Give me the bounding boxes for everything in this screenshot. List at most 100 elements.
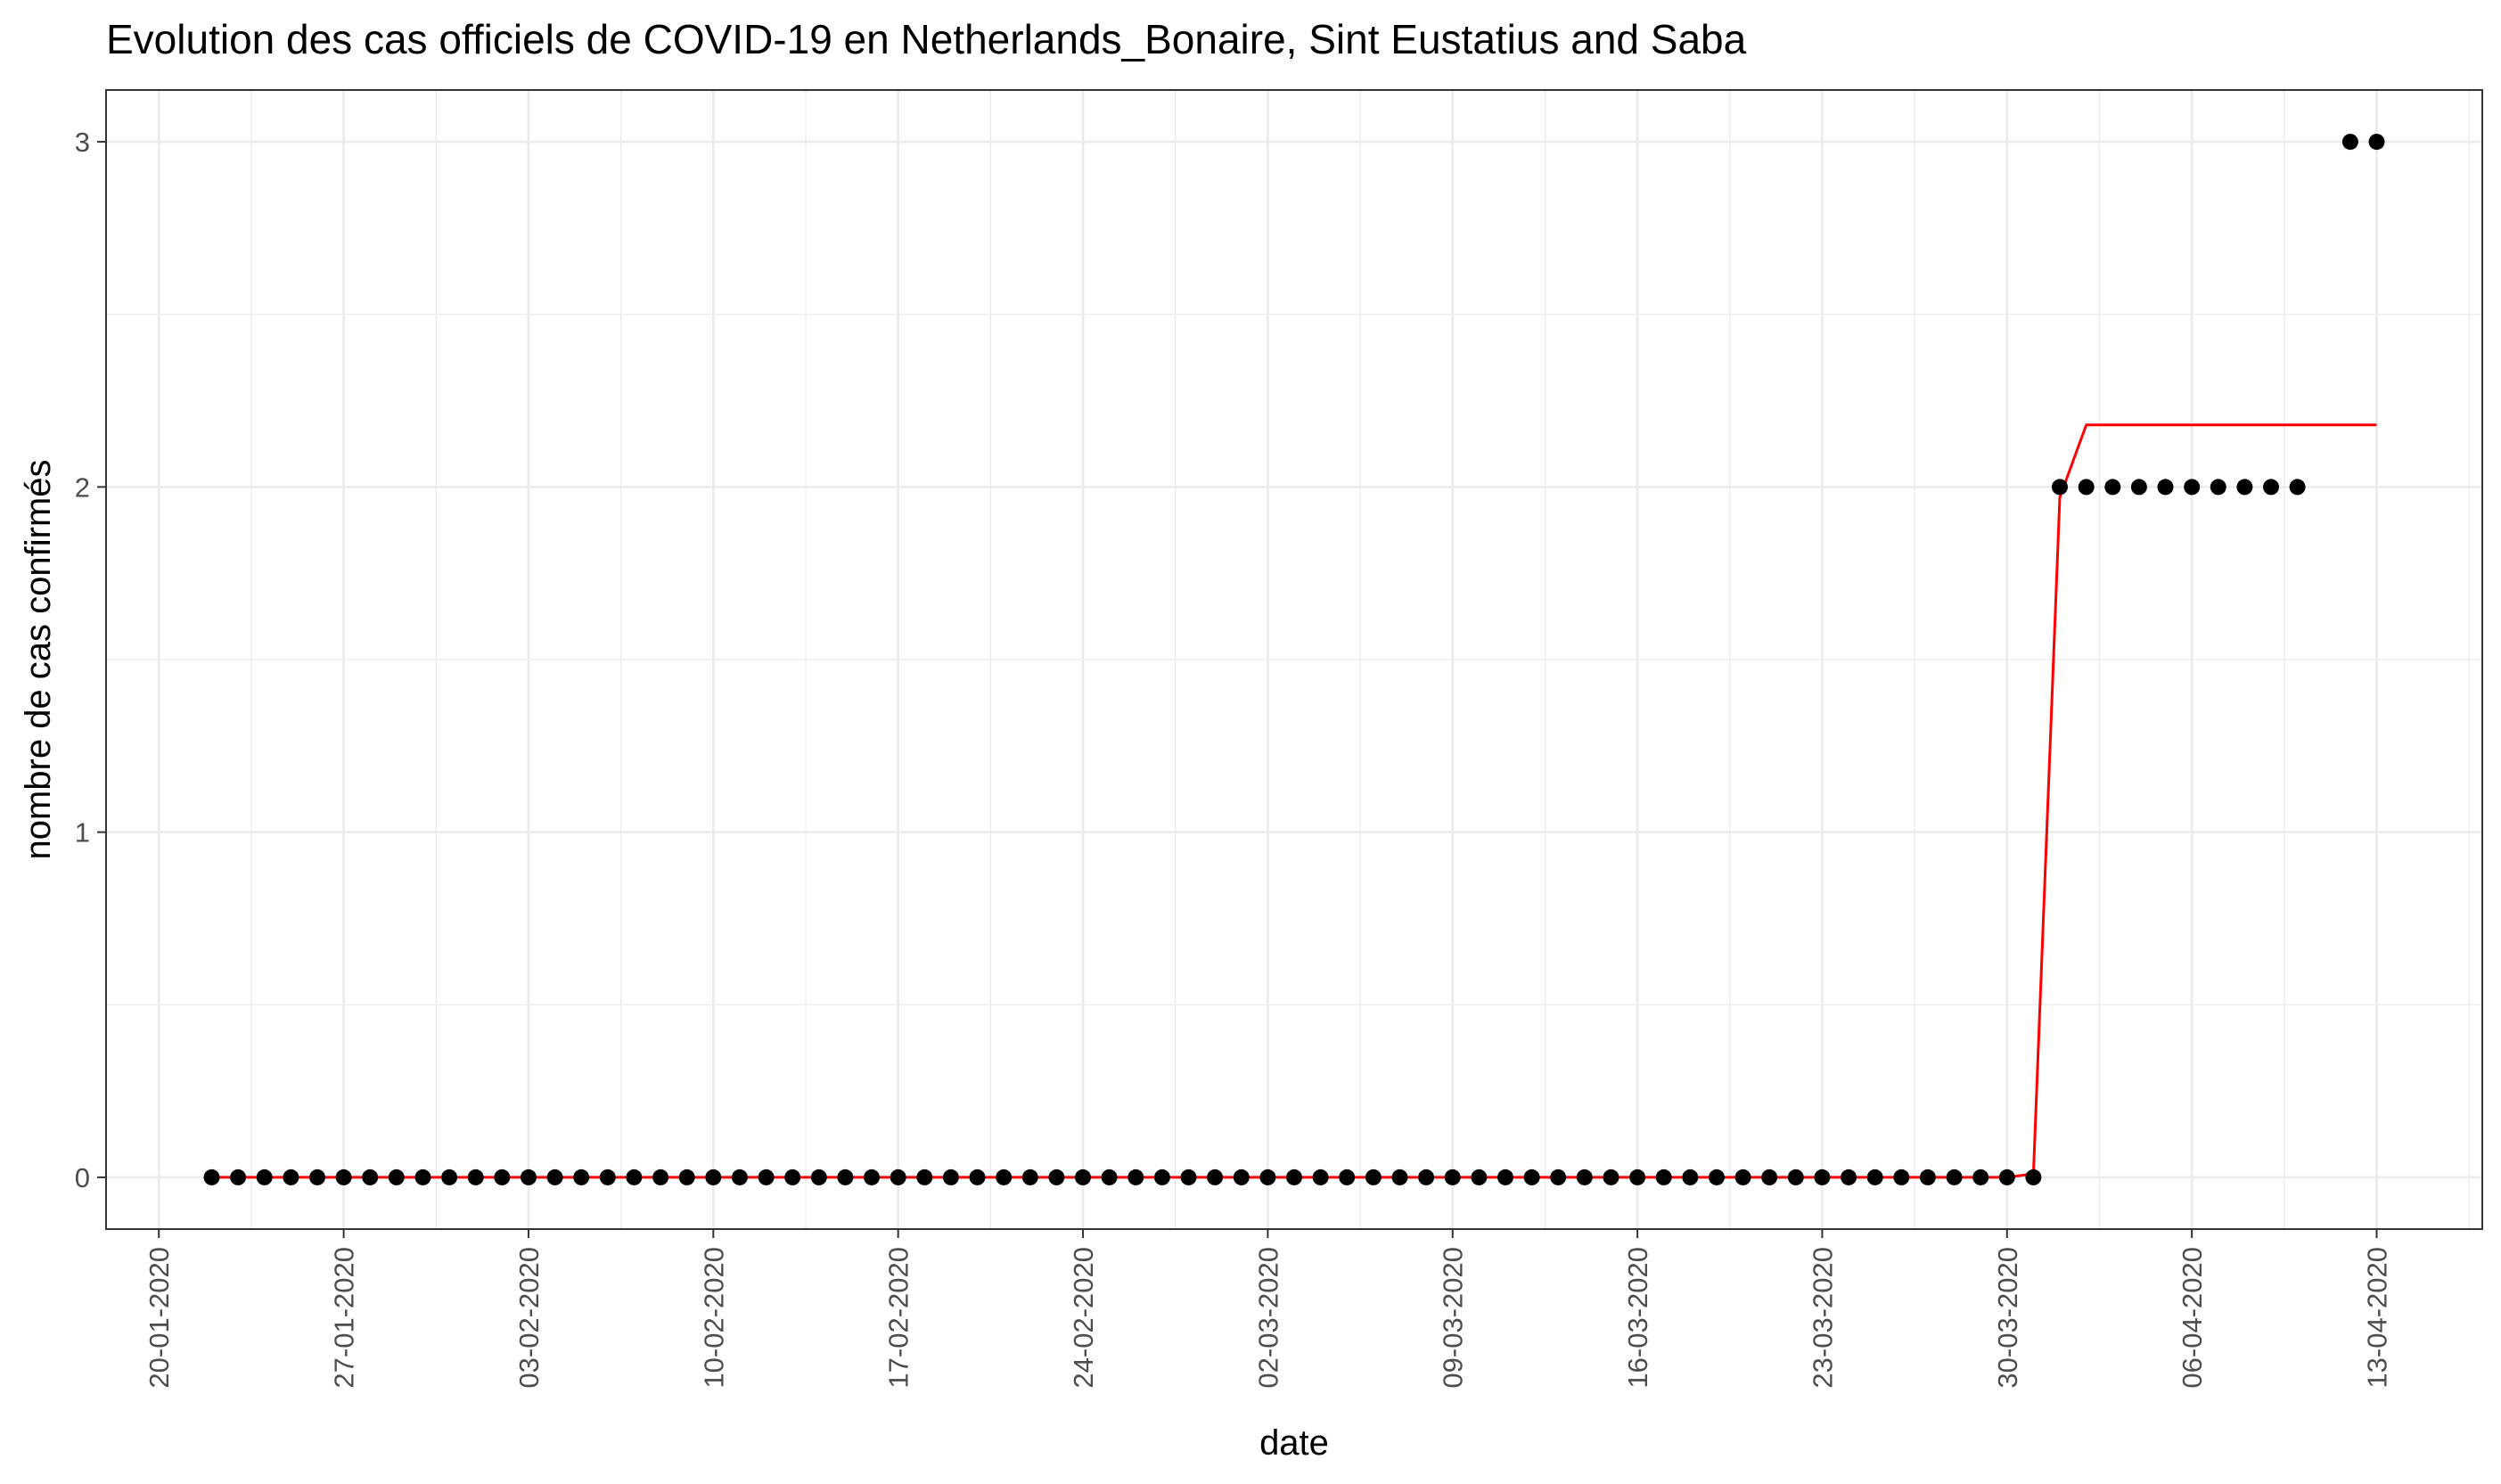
data-point xyxy=(2130,479,2147,496)
data-point xyxy=(1128,1168,1144,1185)
y-tick-label: 3 xyxy=(75,127,90,158)
data-point xyxy=(652,1168,669,1185)
grid-minor xyxy=(106,90,2482,1229)
data-point xyxy=(1153,1168,1170,1185)
data-point xyxy=(283,1168,299,1185)
data-point xyxy=(1339,1168,1356,1185)
data-point xyxy=(2157,479,2174,496)
data-point xyxy=(705,1168,722,1185)
data-point xyxy=(546,1168,563,1185)
x-tick-label: 27-01-2020 xyxy=(329,1247,360,1389)
data-point xyxy=(2184,479,2201,496)
data-point xyxy=(388,1168,405,1185)
data-point xyxy=(758,1168,775,1185)
data-point xyxy=(1603,1168,1620,1185)
x-tick-label: 23-03-2020 xyxy=(1807,1247,1838,1389)
data-point xyxy=(1682,1168,1699,1185)
grid-major xyxy=(106,90,2482,1229)
data-point xyxy=(1286,1168,1302,1185)
data-point xyxy=(916,1168,933,1185)
data-point xyxy=(309,1168,325,1185)
data-point xyxy=(1444,1168,1461,1185)
data-point xyxy=(494,1168,511,1185)
data-point xyxy=(230,1168,247,1185)
x-tick-label: 02-03-2020 xyxy=(1252,1247,1283,1389)
x-axis-title: date xyxy=(1259,1423,1329,1463)
data-point xyxy=(2052,479,2068,496)
data-point xyxy=(256,1168,273,1185)
data-point xyxy=(1734,1168,1751,1185)
data-point xyxy=(1021,1168,1038,1185)
data-point xyxy=(969,1168,986,1185)
data-point xyxy=(467,1168,484,1185)
data-point xyxy=(1919,1168,1936,1185)
x-tick-label: 17-02-2020 xyxy=(883,1247,914,1389)
y-tick-label: 0 xyxy=(75,1162,90,1193)
y-axis: 0 1 2 3 xyxy=(75,127,106,1193)
data-point xyxy=(335,1168,352,1185)
y-tick-label: 2 xyxy=(75,471,90,503)
x-axis: 20-01-2020 27-01-2020 03-02-2020 10-02-2020… xyxy=(144,1229,2393,1389)
data-point xyxy=(1576,1168,1593,1185)
x-tick-label: 06-04-2020 xyxy=(2177,1247,2208,1389)
y-tick-label: 1 xyxy=(75,817,90,849)
data-point xyxy=(1207,1168,1224,1185)
x-tick-label: 03-02-2020 xyxy=(513,1247,545,1389)
data-point xyxy=(784,1168,801,1185)
x-tick-label: 10-02-2020 xyxy=(698,1247,729,1389)
x-tick-label: 20-01-2020 xyxy=(144,1247,175,1389)
data-point xyxy=(362,1168,379,1185)
data-point xyxy=(1365,1168,1382,1185)
data-point xyxy=(1497,1168,1513,1185)
data-point xyxy=(1259,1168,1276,1185)
data-point xyxy=(2078,479,2095,496)
data-point xyxy=(1075,1168,1091,1185)
data-point xyxy=(1841,1168,1857,1185)
plot-panel-border xyxy=(105,89,2483,1230)
data-point xyxy=(1312,1168,1329,1185)
data-point xyxy=(810,1168,827,1185)
x-tick-label: 24-02-2020 xyxy=(1068,1247,1099,1389)
data-point xyxy=(1787,1168,1804,1185)
x-tick-label: 16-03-2020 xyxy=(1622,1247,1653,1389)
data-point xyxy=(1471,1168,1488,1185)
y-axis-title: nombre de cas confirmés xyxy=(19,459,58,859)
data-point xyxy=(521,1168,537,1185)
data-point xyxy=(1972,1168,1989,1185)
data-point xyxy=(1629,1168,1646,1185)
data-point xyxy=(2368,134,2385,151)
data-point xyxy=(837,1168,854,1185)
points-series xyxy=(203,134,2385,1185)
data-point xyxy=(1761,1168,1778,1185)
data-point xyxy=(1866,1168,1883,1185)
data-point xyxy=(2263,479,2279,496)
data-point xyxy=(2210,479,2226,496)
data-point xyxy=(599,1168,616,1185)
data-point xyxy=(678,1168,695,1185)
data-point xyxy=(626,1168,643,1185)
data-point xyxy=(2025,1168,2042,1185)
data-point xyxy=(890,1168,906,1185)
data-point xyxy=(1814,1168,1831,1185)
data-point xyxy=(1946,1168,1963,1185)
data-point xyxy=(1709,1168,1725,1185)
data-point xyxy=(1233,1168,1250,1185)
data-point xyxy=(441,1168,458,1185)
x-tick-label: 30-03-2020 xyxy=(1992,1247,2023,1389)
data-point xyxy=(2236,479,2253,496)
data-point xyxy=(864,1168,880,1185)
data-point xyxy=(1101,1168,1118,1185)
data-point xyxy=(2341,134,2358,151)
chart-title: Evolution des cas officiels de COVID-19 … xyxy=(106,16,1747,62)
data-point xyxy=(2104,479,2121,496)
data-point xyxy=(2289,479,2306,496)
data-point xyxy=(1180,1168,1197,1185)
x-tick-label: 09-03-2020 xyxy=(1438,1247,1469,1389)
data-point xyxy=(1655,1168,1672,1185)
data-point xyxy=(1998,1168,2015,1185)
data-point xyxy=(1418,1168,1435,1185)
data-point xyxy=(731,1168,748,1185)
data-point xyxy=(414,1168,431,1185)
data-point xyxy=(942,1168,959,1185)
